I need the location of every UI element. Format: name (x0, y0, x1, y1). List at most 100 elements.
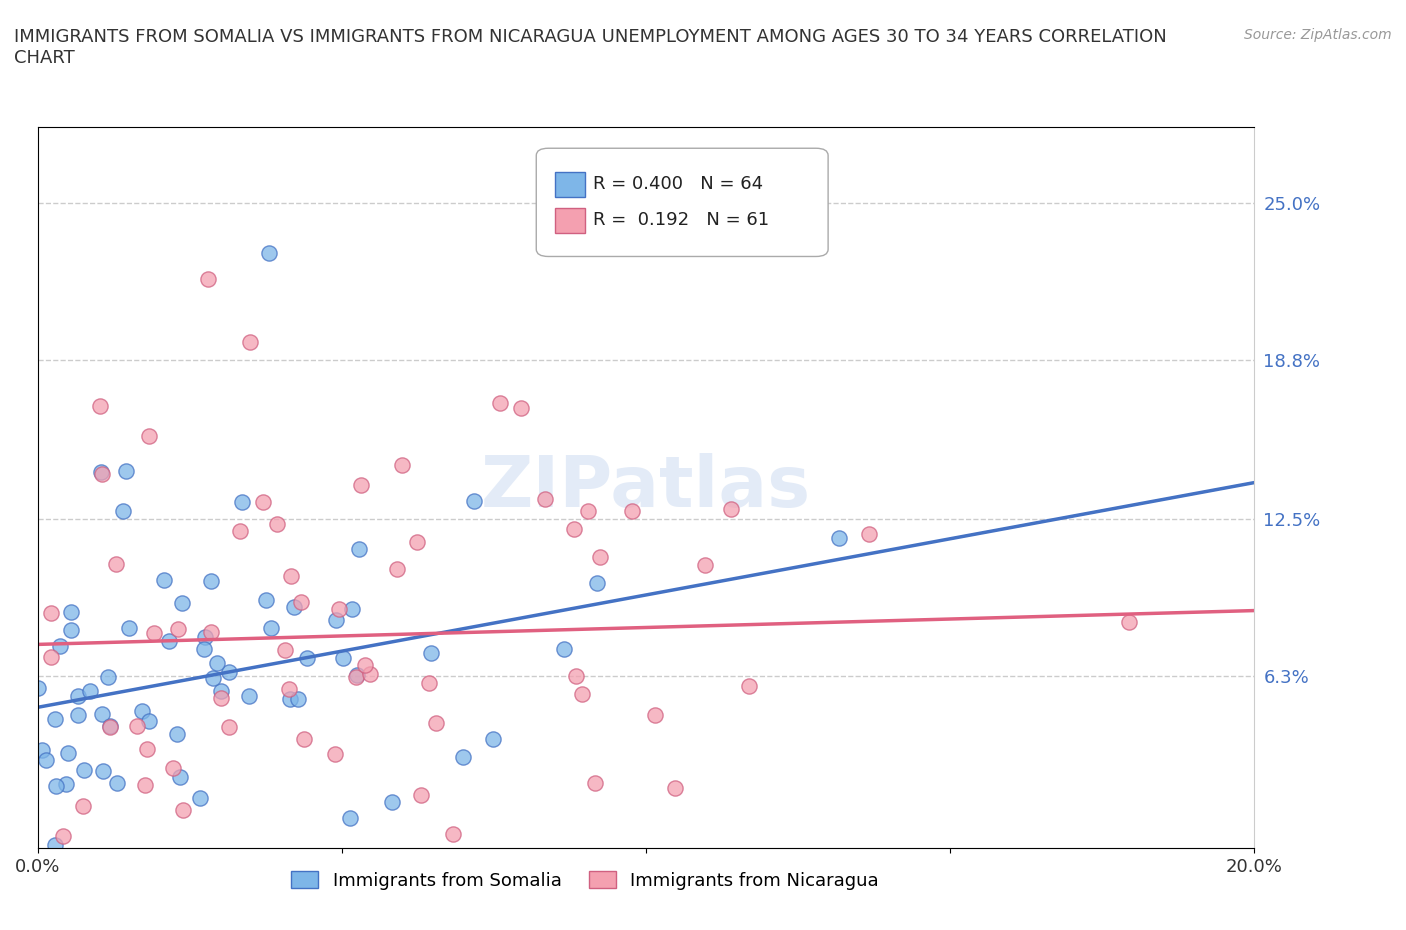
Point (98, 719, 121, 734)
Point (142, 626, 165, 641)
Point (381, 795, 404, 810)
Bar (554, 172, 585, 197)
Point (105, 776, 128, 790)
Point (283, 600, 305, 615)
Point (346, 668, 368, 683)
Point (117, 621, 139, 636)
Point (205, 655, 228, 670)
Point (134, 777, 156, 792)
Point (49, 638, 72, 653)
Point (451, 750, 474, 764)
Point (152, 573, 174, 588)
Point (200, 573, 222, 588)
Point (340, 602, 363, 617)
Point (419, 645, 441, 660)
Point (197, 271, 219, 286)
Point (89, 398, 111, 413)
Point (571, 686, 593, 701)
Point (238, 689, 260, 704)
Point (534, 492, 557, 507)
Point (60, 604, 83, 619)
Point (35, 752, 58, 767)
Point (828, 531, 851, 546)
Point (252, 495, 274, 510)
Point (229, 524, 252, 538)
Point (157, 854, 180, 869)
Point (138, 429, 160, 444)
Bar (554, 208, 585, 233)
Point (295, 651, 318, 666)
Point (239, 335, 262, 350)
Point (463, 494, 485, 509)
Point (209, 684, 232, 699)
FancyBboxPatch shape (536, 148, 828, 257)
Point (90, 465, 112, 480)
Point (231, 495, 253, 510)
Point (583, 775, 606, 790)
Point (411, 788, 433, 803)
Point (274, 643, 297, 658)
Text: R = 0.400   N = 64: R = 0.400 N = 64 (593, 176, 763, 193)
Point (292, 732, 315, 747)
Point (344, 669, 367, 684)
Point (193, 642, 215, 657)
Point (209, 691, 232, 706)
Point (406, 535, 429, 550)
Point (115, 464, 138, 479)
Point (67, 689, 90, 704)
Point (693, 557, 716, 572)
Point (332, 651, 354, 666)
Point (858, 526, 880, 541)
Point (52, 829, 75, 844)
Point (576, 503, 599, 518)
Point (287, 691, 309, 706)
Point (418, 676, 440, 691)
Point (325, 612, 347, 627)
Point (132, 854, 155, 869)
Point (562, 521, 585, 536)
Point (290, 594, 312, 609)
Point (425, 716, 447, 731)
Point (441, 826, 464, 841)
Text: R =  0.192   N = 61: R = 0.192 N = 61 (593, 211, 769, 230)
Point (141, 854, 163, 869)
Point (260, 620, 283, 635)
Text: IMMIGRANTS FROM SOMALIA VS IMMIGRANTS FROM NICARAGUA UNEMPLOYMENT AMONG AGES 30 : IMMIGRANTS FROM SOMALIA VS IMMIGRANTS FR… (14, 28, 1167, 67)
Point (200, 624, 222, 639)
Point (44, 711, 66, 726)
Point (45, 778, 67, 793)
Point (194, 630, 217, 644)
Point (98, 720, 121, 735)
Point (90, 707, 112, 722)
Point (387, 561, 409, 576)
Point (218, 719, 240, 734)
Text: ZIPatlas: ZIPatlas (481, 453, 811, 522)
Point (1118, 615, 1140, 630)
Legend: Immigrants from Somalia, Immigrants from Nicaragua: Immigrants from Somalia, Immigrants from… (284, 864, 886, 897)
Point (218, 665, 240, 680)
Point (162, 761, 184, 776)
Point (589, 550, 612, 565)
Point (350, 478, 373, 493)
Point (91, 467, 114, 482)
Point (202, 671, 225, 685)
Point (131, 704, 153, 719)
Point (27, 680, 49, 695)
Point (287, 854, 309, 869)
Point (127, 718, 149, 733)
Point (73, 763, 96, 777)
Point (489, 395, 512, 410)
Point (138, 713, 160, 728)
Point (553, 642, 575, 657)
Point (391, 458, 413, 472)
Point (354, 658, 377, 672)
Point (55, 777, 77, 791)
Point (72, 798, 94, 813)
Point (166, 727, 188, 742)
Point (359, 667, 381, 682)
Point (157, 633, 180, 648)
Point (837, 854, 859, 869)
Point (111, 504, 134, 519)
Point (644, 708, 666, 723)
Point (31, 743, 53, 758)
